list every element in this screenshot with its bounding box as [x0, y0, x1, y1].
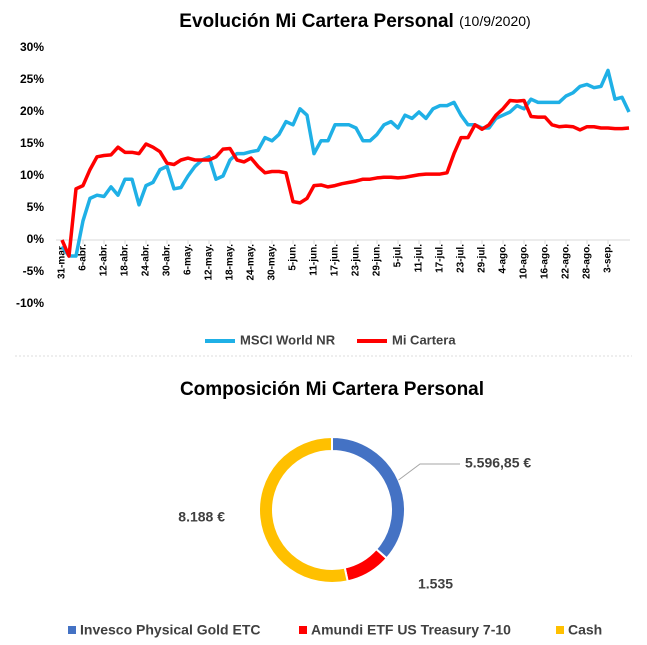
- x-tick-label: 30-may.: [267, 244, 278, 281]
- x-tick-label: 6-may.: [183, 244, 194, 275]
- subtitle-text: (10/9/2020): [459, 13, 531, 29]
- x-tick-label: 4-ago.: [498, 244, 509, 274]
- x-tick-label: 30-abr.: [162, 244, 173, 276]
- x-tick-label: 31-mar.: [57, 244, 68, 279]
- x-tick-label: 22-ago.: [561, 244, 572, 279]
- x-tick-label: 24-abr.: [141, 244, 152, 276]
- y-tick-label: 25%: [20, 72, 44, 86]
- y-tick-label: 15%: [20, 136, 44, 150]
- x-tick-label: 3-sep.: [603, 244, 614, 273]
- legend-swatch: [556, 626, 564, 634]
- x-tick-label: 5-jul.: [393, 244, 404, 268]
- x-tick-label: 10-ago.: [519, 244, 530, 279]
- legend-label: Amundi ETF US Treasury 7-10: [311, 622, 511, 638]
- x-tick-label: 23-jul.: [456, 244, 467, 273]
- legend-label: Mi Cartera: [392, 332, 456, 347]
- y-tick-label: 5%: [27, 200, 45, 214]
- y-tick-label: 20%: [20, 104, 44, 118]
- y-tick-label: 30%: [20, 40, 44, 54]
- x-tick-label: 12-may.: [204, 244, 215, 281]
- x-tick-label: 5-jun.: [288, 244, 299, 271]
- x-tick-label: 17-jul.: [435, 244, 446, 273]
- x-tick-label: 16-ago.: [540, 244, 551, 279]
- x-tick-label: 29-jul.: [477, 244, 488, 273]
- x-tick-label: 23-jun.: [351, 244, 362, 276]
- x-tick-label: 29-jun.: [372, 244, 383, 276]
- x-tick-label: 18-may.: [225, 244, 236, 281]
- series-line: [60, 98, 630, 258]
- y-tick-label: -10%: [16, 296, 44, 310]
- leader-line: [398, 463, 460, 481]
- legend-label: Cash: [568, 622, 602, 638]
- doughnut-segment: [258, 435, 349, 584]
- legend-swatch: [68, 626, 76, 634]
- doughnut-title: Composición Mi Cartera Personal: [180, 379, 484, 400]
- legend-label: Invesco Physical Gold ETC: [80, 622, 261, 638]
- title-text: Evolución Mi Cartera Personal: [179, 11, 454, 32]
- x-tick-label: 6-abr.: [78, 244, 89, 271]
- line-chart-title: Evolución Mi Cartera Personal (10/9/2020…: [179, 11, 530, 32]
- y-tick-label: 10%: [20, 168, 44, 182]
- x-tick-label: 24-may.: [246, 244, 257, 281]
- x-tick-label: 11-jun.: [309, 244, 320, 276]
- value-label: 1.535: [418, 576, 453, 592]
- x-tick-label: 17-jun.: [330, 244, 341, 276]
- x-tick-label: 12-abr.: [99, 244, 110, 276]
- value-label: 8.188 €: [178, 509, 225, 525]
- y-tick-label: -5%: [23, 264, 45, 278]
- x-tick-label: 18-abr.: [120, 244, 131, 276]
- legend-swatch: [299, 626, 307, 634]
- x-tick-label: 11-jul.: [414, 244, 425, 273]
- x-tick-label: 28-ago.: [582, 244, 593, 279]
- series-line: [60, 68, 631, 258]
- legend-label: MSCI World NR: [240, 332, 336, 347]
- y-tick-label: 0%: [27, 232, 45, 246]
- value-label: 5.596,85 €: [465, 455, 531, 471]
